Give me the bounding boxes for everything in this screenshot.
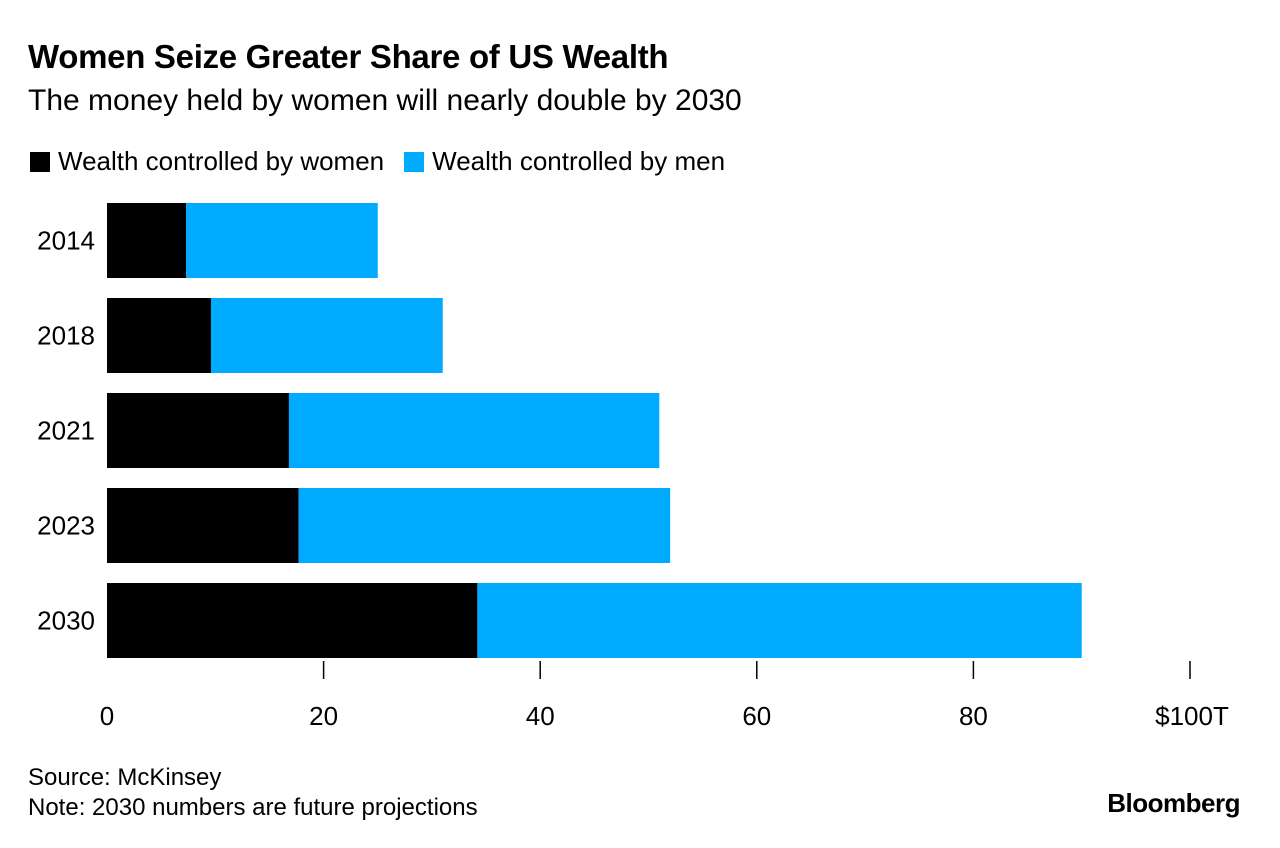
bar-2014-women bbox=[107, 203, 187, 278]
legend-item-men: Wealth controlled by men bbox=[404, 146, 725, 177]
bar-2023-women bbox=[107, 488, 299, 563]
y-tick-label-2018: 2018 bbox=[37, 321, 95, 351]
bar-2030-women bbox=[107, 583, 478, 658]
bar-2018-men bbox=[210, 298, 443, 373]
y-tick-label-2023: 2023 bbox=[37, 511, 95, 541]
legend-item-women: Wealth controlled by women bbox=[30, 146, 384, 177]
y-tick-label-2030: 2030 bbox=[37, 606, 95, 636]
bar-2014-men bbox=[186, 203, 378, 278]
chart-title: Women Seize Greater Share of US Wealth bbox=[28, 38, 669, 75]
bar-2021-men bbox=[288, 393, 660, 468]
chart-subtitle: The money held by women will nearly doub… bbox=[28, 84, 742, 117]
legend-swatch-men bbox=[404, 151, 425, 172]
x-tick-label-20: 20 bbox=[309, 701, 338, 731]
bloomberg-logo: Bloomberg bbox=[1107, 788, 1240, 818]
y-tick-label-2014: 2014 bbox=[37, 226, 95, 256]
source-note: Source: McKinsey bbox=[28, 764, 222, 791]
x-tick-label-40: 40 bbox=[526, 701, 555, 731]
y-tick-label-2021: 2021 bbox=[37, 416, 95, 446]
bar-2023-men bbox=[298, 488, 671, 563]
legend-swatch-women bbox=[30, 151, 50, 172]
x-tick-label-0: 0 bbox=[100, 701, 114, 731]
bar-2030-men bbox=[477, 583, 1082, 658]
x-tick-label-100: $100T bbox=[1155, 701, 1229, 731]
bar-2021-women bbox=[107, 393, 289, 468]
projection-note: Note: 2030 numbers are future projection… bbox=[28, 794, 478, 821]
legend: Wealth controlled by women Wealth contro… bbox=[30, 146, 745, 177]
x-tick-label-60: 60 bbox=[742, 701, 771, 731]
legend-label-men: Wealth controlled by men bbox=[432, 146, 726, 176]
x-tick-label-80: 80 bbox=[959, 701, 988, 731]
legend-label-women: Wealth controlled by women bbox=[58, 146, 385, 176]
bar-2018-women bbox=[107, 298, 211, 373]
